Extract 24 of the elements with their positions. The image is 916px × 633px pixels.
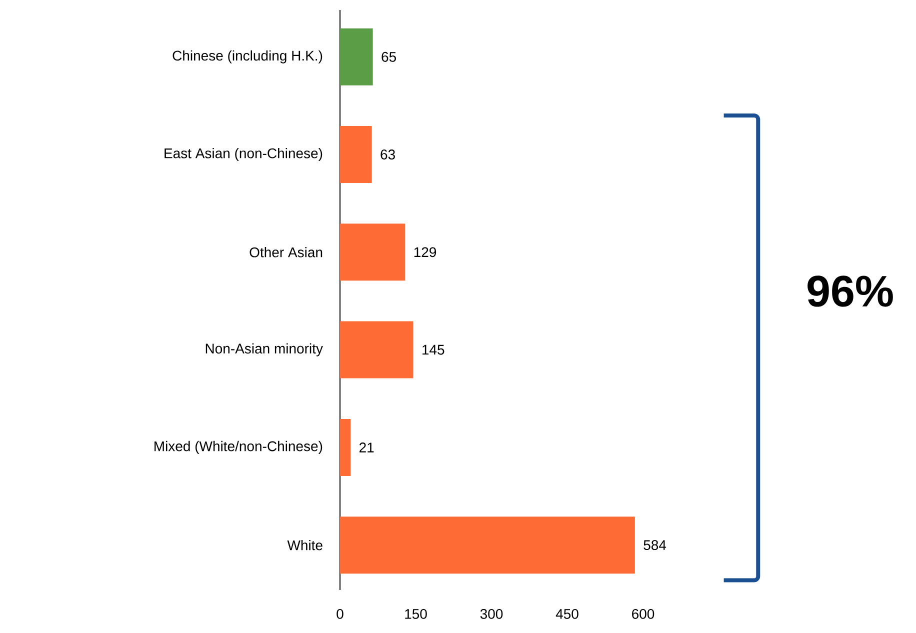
data-label: 63 [380,150,395,160]
y-tick-label: Non-Asian minority [206,343,323,356]
data-label: 65 [382,52,396,62]
y-tick-label: Mixed (White/non-Chinese) [154,440,322,454]
data-label: 129 [414,247,436,258]
bar [340,516,635,574]
data-label: 145 [422,344,444,355]
x-tick-label: 450 [556,608,578,619]
x-tick-label: 0 [336,608,344,619]
y-tick-label: Chinese (including H.K.) [172,50,322,64]
text: 96% [808,276,893,307]
bar [340,28,373,86]
y-tick-label: East Asian (non-Chinese) [164,148,322,162]
x-tick-label: 150 [405,608,427,619]
bar [340,321,414,378]
bar [340,418,351,476]
y-tick-label: White [287,540,322,550]
x-tick-label: 300 [480,608,503,619]
x-tick-label: 600 [632,608,654,619]
data-label: 584 [644,540,666,550]
bar [340,126,372,184]
bar [340,224,406,281]
data-label: 21 [360,442,374,452]
y-tick-label: Other Asian [250,247,322,258]
